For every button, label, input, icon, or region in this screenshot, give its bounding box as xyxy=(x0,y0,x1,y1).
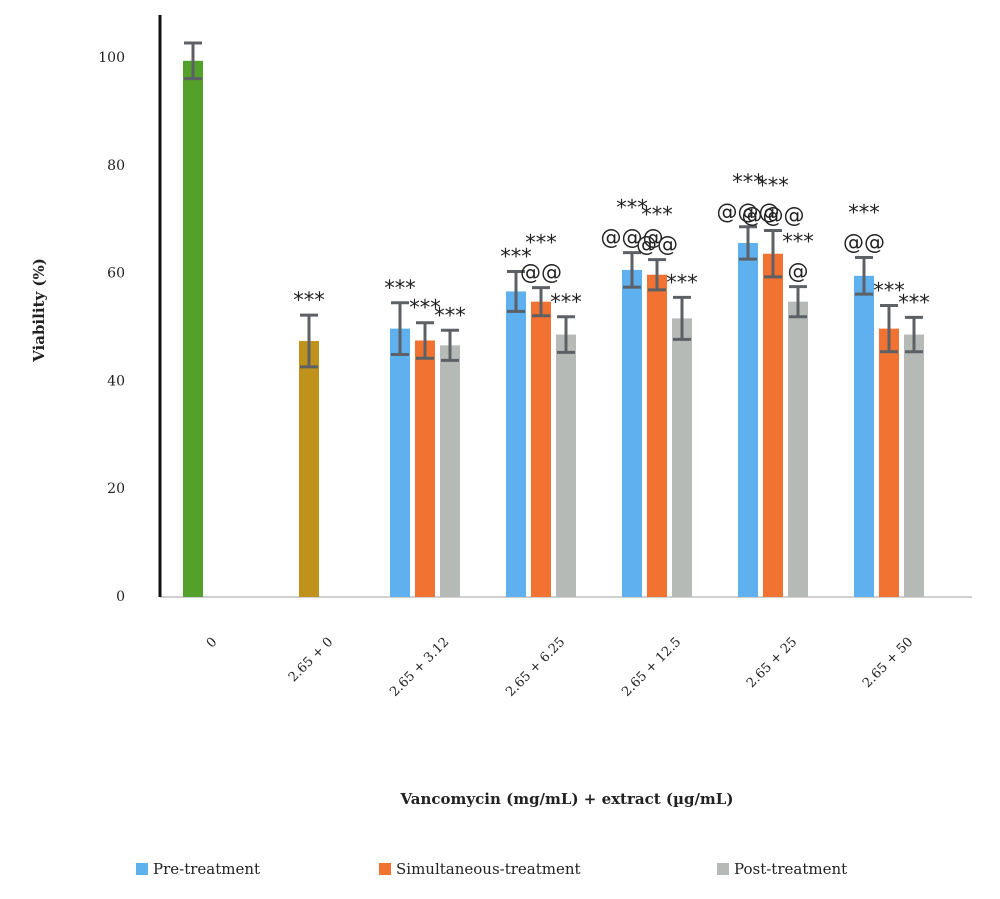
bar xyxy=(854,275,874,597)
significance-label: *** xyxy=(434,303,466,327)
significance-label: *** xyxy=(550,290,582,314)
significance-label: @@ xyxy=(636,233,678,257)
bar xyxy=(556,334,576,597)
significance-label: *** xyxy=(666,270,698,294)
significance-label: *** xyxy=(848,201,880,225)
bar xyxy=(299,341,319,597)
x-tick-label: 2.65 + 25 xyxy=(744,635,800,691)
significance-label: *** xyxy=(757,174,789,198)
significance-label: *** xyxy=(525,231,557,255)
bar xyxy=(788,301,808,597)
significance-label: @ xyxy=(788,260,809,284)
significance-label: *** xyxy=(898,290,930,314)
significance-label: *** xyxy=(782,230,814,254)
bar xyxy=(879,328,899,597)
significance-label: *** xyxy=(732,170,764,194)
bar xyxy=(647,274,667,597)
bar xyxy=(622,269,642,597)
legend-swatch xyxy=(717,863,729,875)
bar xyxy=(531,301,551,597)
bar xyxy=(904,334,924,597)
significance-label: *** xyxy=(293,288,325,312)
x-tick-label: 0 xyxy=(204,635,220,651)
significance-label: @@@ xyxy=(601,226,664,250)
legend-swatch xyxy=(379,863,391,875)
x-tick-label: 2.65 + 6.25 xyxy=(503,635,568,700)
bar xyxy=(440,345,460,597)
y-axis-title: Viability (%) xyxy=(30,258,48,363)
significance-label: @@ xyxy=(520,261,562,285)
significance-label: *** xyxy=(409,296,441,320)
legend-label: Simultaneous-treatment xyxy=(396,860,581,878)
significance-label: *** xyxy=(641,203,673,227)
legend-swatch xyxy=(136,863,148,875)
x-tick-label: 2.65 + 50 xyxy=(860,635,916,691)
bar xyxy=(763,253,783,597)
bar xyxy=(390,328,410,597)
significance-label: *** xyxy=(500,245,532,269)
bar xyxy=(672,318,692,597)
significance-label: *** xyxy=(384,276,416,300)
significance-label: *** xyxy=(873,278,905,302)
y-tick-label: 20 xyxy=(107,481,125,497)
y-tick-label: 100 xyxy=(98,50,125,66)
bar xyxy=(415,340,435,597)
y-tick-label: 0 xyxy=(116,589,125,605)
significance-label: @@ xyxy=(843,231,885,255)
legend-label: Pre-treatment xyxy=(153,860,260,878)
y-tick-label: 80 xyxy=(107,158,125,174)
y-tick-label: 40 xyxy=(107,373,125,389)
x-tick-label: 2.65 + 3.12 xyxy=(387,635,452,700)
bar xyxy=(183,60,203,598)
bar xyxy=(506,291,526,597)
x-axis-title: Vancomycin (mg/mL) + extract (µg/mL) xyxy=(400,790,734,808)
significance-label: *** xyxy=(616,196,648,220)
y-tick-label: 60 xyxy=(107,266,125,282)
bar xyxy=(738,242,758,597)
significance-label: @@@ xyxy=(742,204,805,228)
significance-label: @@@ xyxy=(717,200,780,224)
legend-label: Post-treatment xyxy=(734,860,847,878)
x-tick-label: 2.65 + 0 xyxy=(286,635,336,685)
x-tick-label: 2.65 + 12.5 xyxy=(619,635,684,700)
